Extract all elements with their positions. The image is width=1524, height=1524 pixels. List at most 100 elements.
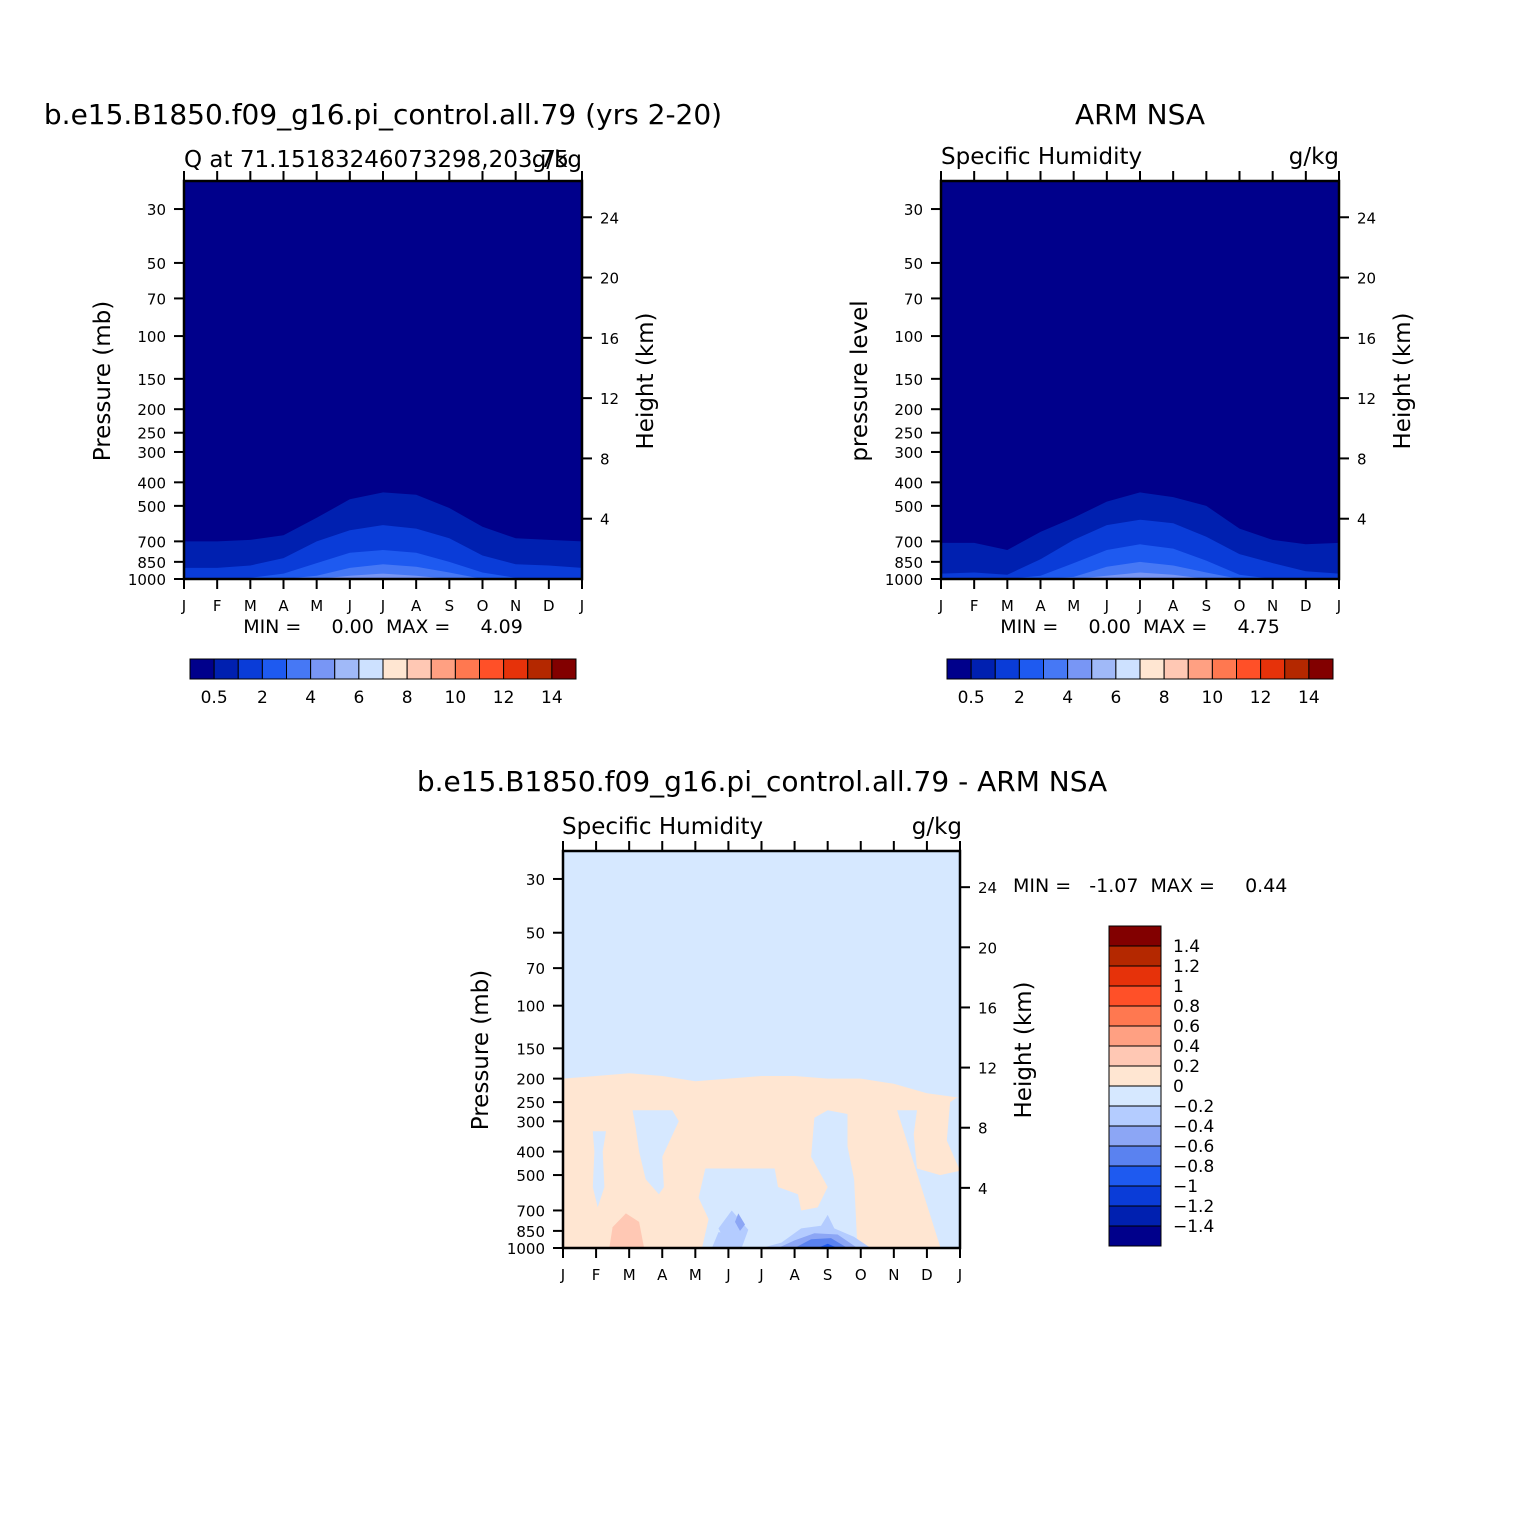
y-tick-label: 30 — [904, 201, 923, 219]
y-right-tick-label: 8 — [978, 1120, 988, 1138]
y-tick-label: 500 — [137, 498, 166, 516]
colorbar-swatch — [1108, 1145, 1162, 1167]
y-right-tick-label: 24 — [978, 879, 997, 897]
colorbar-label: 0 — [1173, 1077, 1184, 1097]
colorbar-swatch — [1108, 925, 1162, 947]
x-tick-label: A — [1035, 597, 1046, 615]
contour-fill-negative-4 — [794, 1238, 848, 1248]
colorbar-swatch — [382, 658, 408, 680]
colorbar-swatch — [1108, 1025, 1162, 1047]
x-tick-label: A — [789, 1266, 800, 1284]
y-tick-label: 850 — [137, 554, 166, 572]
y-tick-label: 850 — [894, 554, 923, 572]
y-right-tick-label: 8 — [1357, 450, 1367, 468]
colorbar-swatch — [503, 658, 529, 680]
y-tick-label: 1000 — [128, 571, 166, 589]
panel-model: b.e15.B1850.f09_g16.pi_control.all.79 (y… — [44, 98, 722, 708]
colorbar-swatch — [1308, 658, 1334, 680]
right-subtitle: g/kg — [532, 147, 582, 173]
colorbar-label: 1.4 — [1173, 937, 1200, 957]
x-tick-label: A — [278, 597, 289, 615]
x-tick-label: J — [347, 597, 352, 615]
colorbar-label: 12 — [1250, 688, 1272, 708]
panel-obs: ARM NSA Specific Humidity g/kg J F M A M J J A S… — [847, 98, 1416, 708]
x-tick-label: A — [657, 1266, 668, 1284]
x-tick-label: M — [1067, 597, 1080, 615]
y-tick-label: 400 — [894, 474, 923, 492]
colorbar-label: 6 — [1110, 688, 1121, 708]
contour-fill-level-4 — [941, 561, 1339, 579]
x-tick-label: F — [213, 597, 222, 615]
colorbar-swatch — [1108, 1105, 1162, 1127]
x-tick-label: J — [579, 597, 584, 615]
colorbar: 0.5 2 4 6 8 10 12 14 — [946, 658, 1334, 708]
colorbar-label: 1 — [1173, 977, 1184, 997]
colorbar-swatch — [334, 658, 360, 680]
x-tick-label: J — [1336, 597, 1341, 615]
y-right-tick-label: 16 — [600, 330, 619, 348]
contour-fill-level-5 — [184, 573, 582, 579]
colorbar-label: 10 — [1202, 688, 1224, 708]
contour-area — [941, 181, 1339, 579]
y-right-tick-label: 16 — [978, 999, 997, 1017]
colorbar: 1.41.210.80.60.40.20−0.2−0.4−0.6−0.8−1−1… — [1108, 925, 1214, 1247]
y-tick-label: 100 — [894, 328, 923, 346]
y-right-tick-label: 4 — [600, 511, 610, 529]
colorbar-label: 8 — [402, 688, 413, 708]
contour-fill-level-4 — [184, 564, 582, 579]
x-tick-label: J — [181, 597, 186, 615]
x-tick-label: O — [477, 597, 489, 615]
colorbar-label: 0.5 — [958, 688, 985, 708]
x-tick-label: D — [543, 597, 555, 615]
y-tick-label: 100 — [137, 328, 166, 346]
colorbar-label: 0.4 — [1173, 1037, 1200, 1057]
left-subtitle: Specific Humidity — [941, 144, 1142, 170]
y-right-tick-label: 4 — [1357, 511, 1367, 529]
x-tick-label: J — [957, 1266, 962, 1284]
y-tick-label: 50 — [526, 925, 545, 943]
y-tick-label: 300 — [894, 444, 923, 462]
x-tick-label: A — [1168, 597, 1179, 615]
colorbar-swatch — [1043, 658, 1069, 680]
y-tick-label: 150 — [137, 371, 166, 389]
x-tick-label: J — [380, 597, 385, 615]
colorbar-swatch — [261, 658, 287, 680]
x-tick-label: O — [855, 1266, 867, 1284]
x-tick-label: N — [510, 597, 521, 615]
y-tick-label: 1000 — [885, 571, 923, 589]
y-tick-label: 400 — [516, 1144, 545, 1162]
colorbar-swatch — [189, 658, 215, 680]
y-right-tick-label: 12 — [600, 390, 619, 408]
colorbar-label: 4 — [1062, 688, 1073, 708]
colorbar-swatch — [1091, 658, 1117, 680]
min-max-stats: MIN = 0.00 MAX = 4.75 — [1000, 616, 1280, 638]
panel-difference: b.e15.B1850.f09_g16.pi_control.all.79 - … — [417, 765, 1288, 1284]
contour-fill-negative — [632, 1110, 679, 1195]
colorbar-label: 1.2 — [1173, 957, 1200, 977]
colorbar-label: −1.4 — [1173, 1217, 1214, 1237]
min-max-stats: MIN = 0.00 MAX = 4.09 — [243, 616, 523, 638]
colorbar-label: −0.2 — [1173, 1097, 1214, 1117]
colorbar-swatch — [1108, 965, 1162, 987]
y-tick-label: 250 — [894, 425, 923, 443]
colorbar-swatch — [1108, 1205, 1162, 1227]
colorbar-swatch — [286, 658, 312, 680]
min-max-stats: MIN = -1.07 MAX = 0.44 — [1013, 875, 1287, 897]
contour-fill-negative — [592, 1131, 606, 1208]
x-tick-label: O — [1234, 597, 1246, 615]
y-axis-label: Pressure (mb) — [90, 301, 116, 461]
y-right-tick-label: 12 — [1357, 390, 1376, 408]
colorbar-swatch — [1108, 1045, 1162, 1067]
y-right-tick-label: 20 — [600, 270, 619, 288]
y-tick-label: 30 — [526, 871, 545, 889]
colorbar-label: −0.4 — [1173, 1117, 1214, 1137]
colorbar-label: 8 — [1159, 688, 1170, 708]
colorbar-label: 0.2 — [1173, 1057, 1200, 1077]
x-tick-label: S — [823, 1266, 833, 1284]
y-tick-label: 70 — [526, 960, 545, 978]
y-tick-label: 400 — [137, 474, 166, 492]
y-tick-label: 250 — [516, 1094, 545, 1112]
right-subtitle: g/kg — [912, 814, 962, 840]
